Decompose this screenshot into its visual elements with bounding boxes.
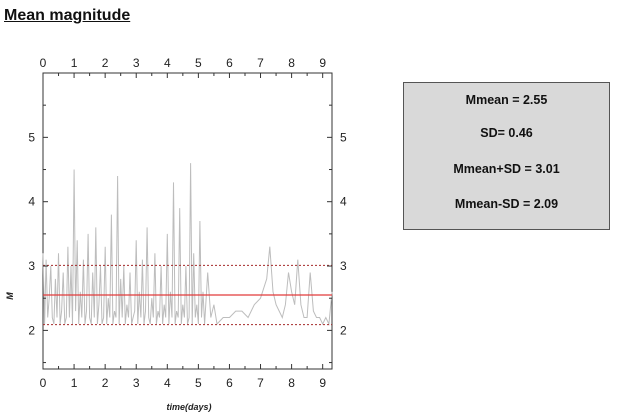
x-tick-label-top: 8 [288,56,295,70]
x-axis-title: time(days) [166,402,211,412]
x-tick-label-top: 4 [164,56,171,70]
x-tick-label-bottom: 4 [164,376,171,390]
axis-ticks: 0 0 1 1 2 2 3 3 4 4 5 5 6 6 7 7 8 8 9 9 2 2 3 3 4 4 5 5 [28,56,347,390]
x-tick-label-top: 5 [195,56,202,70]
x-tick-label-bottom: 6 [226,376,233,390]
x-tick-label-bottom: 9 [319,376,326,390]
y-tick-label-right: 5 [340,130,347,144]
x-tick-label-top: 2 [102,56,109,70]
series-layer [42,163,333,326]
stat-mmean-plus-sd: Mmean+SD = 3.01 [453,162,560,176]
x-tick-label-bottom: 7 [257,376,264,390]
page-title: Mean magnitude [4,7,131,24]
y-tick-label-left: 2 [28,323,35,337]
y-tick-label-left: 4 [28,195,35,209]
x-tick-label-bottom: 1 [71,376,78,390]
x-tick-label-top: 0 [40,56,47,70]
y-tick-label-right: 2 [340,323,347,337]
x-tick-label-bottom: 2 [102,376,109,390]
y-axis-title: M [5,292,15,300]
y-tick-label-left: 5 [28,130,35,144]
x-tick-label-top: 3 [133,56,140,70]
stat-sd: SD= 0.46 [480,126,533,140]
x-tick-label-top: 1 [71,56,78,70]
x-tick-label-bottom: 5 [195,376,202,390]
y-tick-label-right: 3 [340,259,347,273]
x-tick-label-top: 7 [257,56,264,70]
x-tick-label-bottom: 8 [288,376,295,390]
x-tick-label-top: 6 [226,56,233,70]
y-tick-label-left: 3 [28,259,35,273]
stat-mmean-minus-sd: Mmean-SD = 2.09 [454,197,559,211]
stats-box: Mmean = 2.55 SD= 0.46 Mmean+SD = 3.01 Mm… [403,82,610,230]
series-line-0 [42,163,333,326]
x-tick-label-top: 9 [319,56,326,70]
y-tick-label-right: 4 [340,195,347,209]
reference-lines [43,264,332,326]
stat-mmean: Mmean = 2.55 [465,93,548,107]
x-tick-label-bottom: 0 [40,376,47,390]
x-tick-label-bottom: 3 [133,376,140,390]
